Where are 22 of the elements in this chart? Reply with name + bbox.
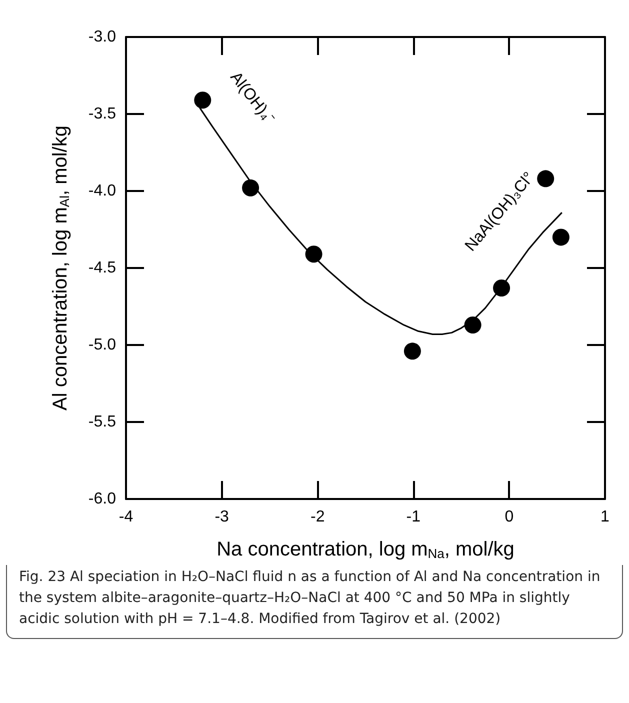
point bbox=[242, 179, 260, 196]
y-tick-label: -6.0 bbox=[88, 490, 116, 508]
point bbox=[404, 342, 421, 360]
caption: Fig. 23 Al speciation in H₂O–NaCl fluid n as a function of Al and Na concentration in the system albite–aragonite–quartz–H₂O–NaCl at 400 °C and 50 MPa in slightly acidic solution with pH = 7.1–4.8. Modified from Tagirov et al. (2002) bbox=[19, 568, 602, 629]
x-tick-label: -1 bbox=[406, 508, 421, 526]
x-tick-label: 1 bbox=[600, 508, 610, 526]
y-tick-label: -3.5 bbox=[88, 106, 116, 122]
point bbox=[194, 92, 212, 109]
y-tick-label: -4.0 bbox=[88, 182, 116, 200]
x-tick-label: -4 bbox=[118, 508, 134, 526]
y-tick-label: -5.0 bbox=[88, 336, 116, 354]
point bbox=[552, 228, 570, 246]
point bbox=[537, 170, 554, 188]
point bbox=[464, 316, 482, 334]
y-tick-label: -4.5 bbox=[88, 260, 116, 276]
y-tick-label: -3.0 bbox=[88, 28, 116, 46]
y-axis-title: Al concentration, log mAl, mol/kg bbox=[50, 125, 72, 411]
x-tick-label: 0 bbox=[504, 508, 514, 526]
x-tick-label: -3 bbox=[214, 508, 230, 526]
x-axis-title: Na concentration, log mNa, mol/kg bbox=[216, 538, 514, 561]
x-tick-label: -2 bbox=[310, 508, 325, 526]
y-tick-label: -5.5 bbox=[88, 414, 116, 430]
